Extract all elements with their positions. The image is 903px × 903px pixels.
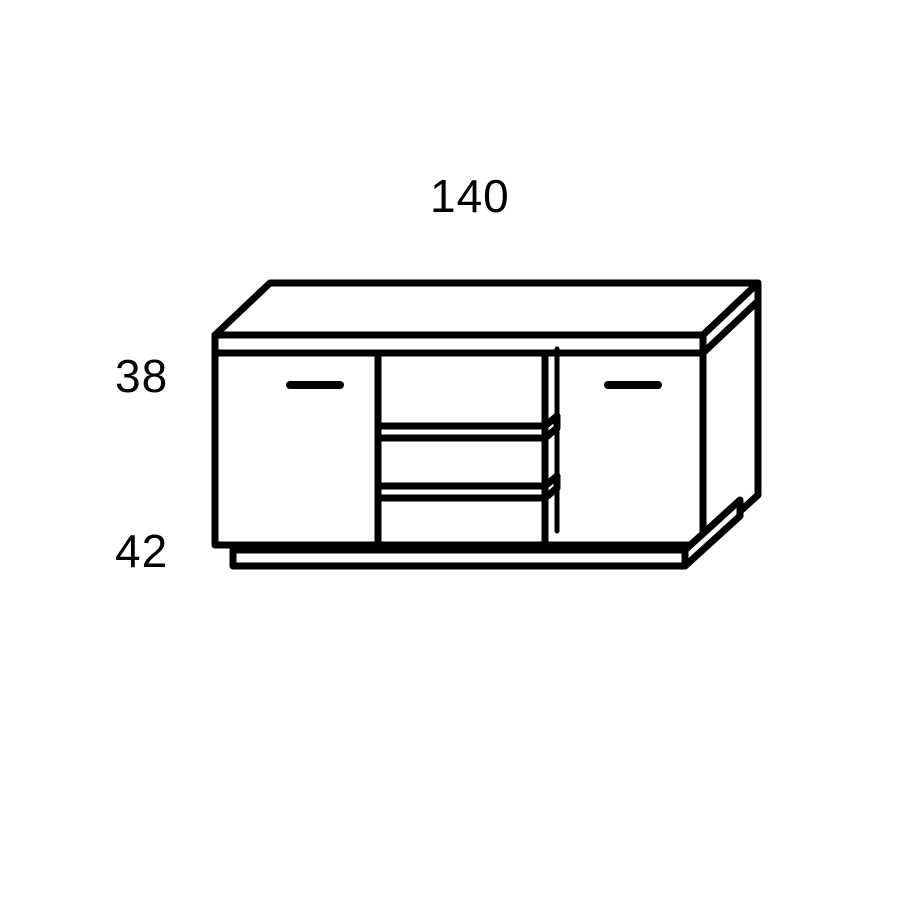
furniture-line-drawing <box>0 0 903 903</box>
dimension-width-label: 140 <box>430 169 510 223</box>
dimension-height-label: 38 <box>115 349 168 403</box>
dimension-depth-label: 42 <box>115 524 168 578</box>
diagram-canvas: 140 38 42 <box>0 0 903 903</box>
